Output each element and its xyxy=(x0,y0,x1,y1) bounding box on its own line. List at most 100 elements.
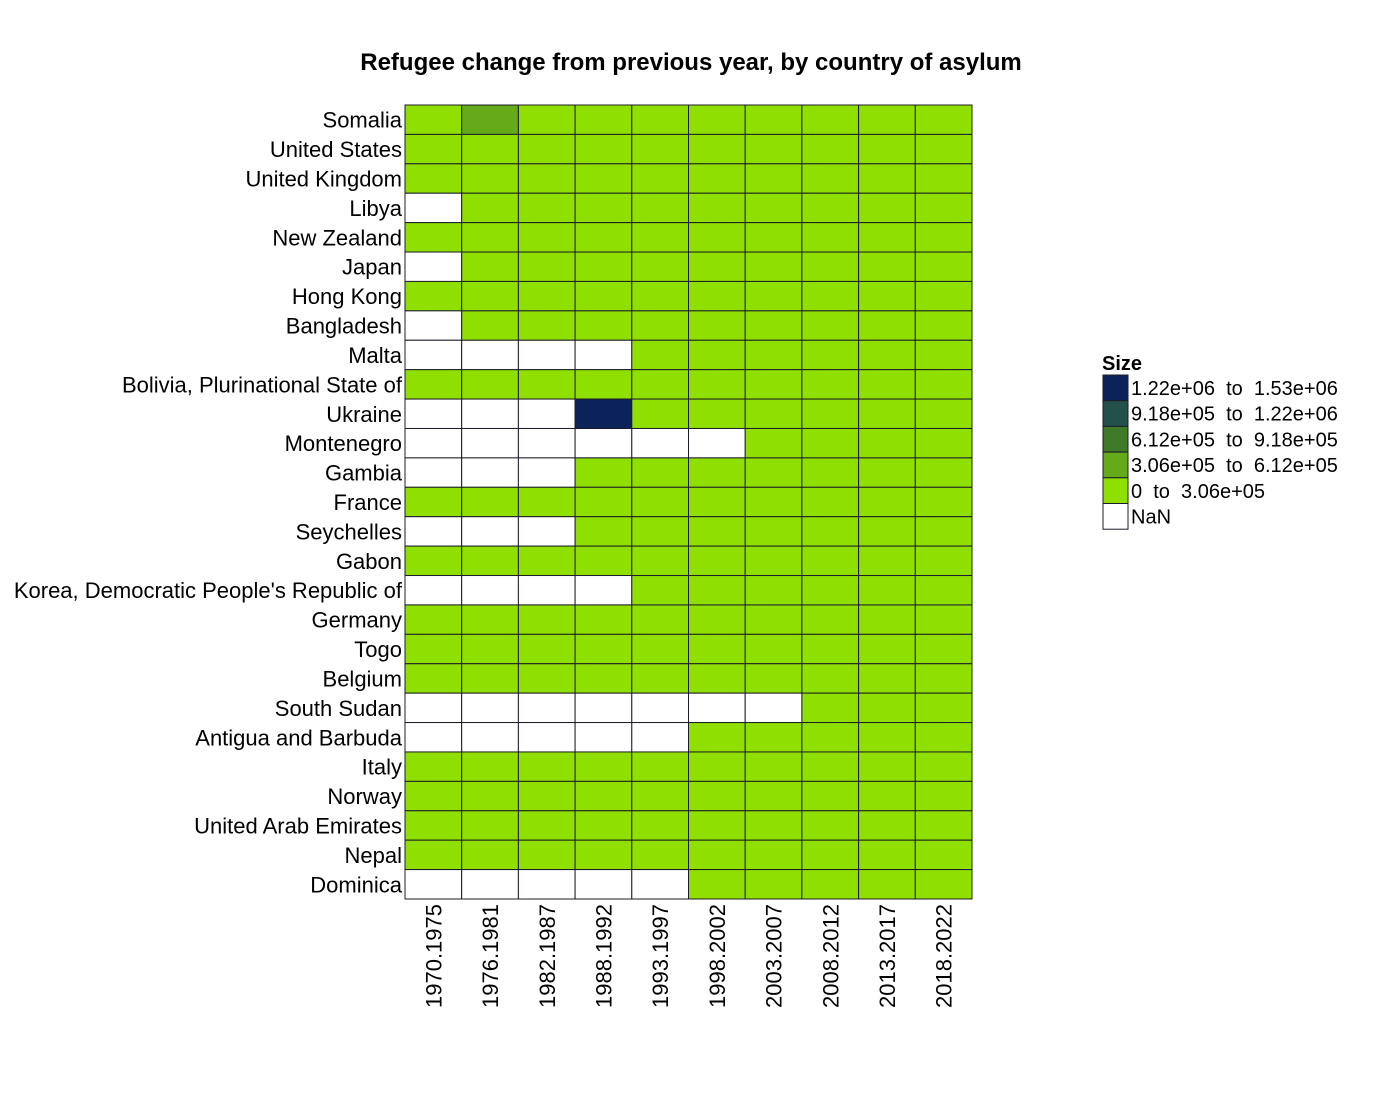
y-tick-label: United Arab Emirates xyxy=(194,813,402,838)
heatmap-cell xyxy=(744,839,803,871)
heatmap-cell xyxy=(688,839,746,871)
heatmap-cell xyxy=(914,280,973,312)
heatmap-cell xyxy=(574,133,633,165)
heatmap-cell xyxy=(744,722,803,753)
heatmap-cell xyxy=(914,810,973,841)
heatmap-cell xyxy=(914,339,973,371)
heatmap-cell xyxy=(631,457,689,488)
heatmap-cell xyxy=(631,133,689,165)
heatmap-cell xyxy=(461,222,519,253)
heatmap-cell xyxy=(631,810,689,841)
heatmap-cell xyxy=(631,398,689,429)
y-tick-label: Seychelles xyxy=(296,519,402,544)
heatmap-cell xyxy=(461,398,519,429)
heatmap-cell xyxy=(574,575,633,606)
heatmap-cell xyxy=(744,545,803,577)
heatmap-cell xyxy=(744,133,803,165)
legend-label: 6.12e+05 to 9.18e+05 xyxy=(1131,429,1338,451)
heatmap-cell xyxy=(631,604,689,635)
heatmap-cell xyxy=(688,398,746,429)
heatmap-cell xyxy=(404,251,463,282)
heatmap-cell xyxy=(914,692,973,724)
y-tick-label: Norway xyxy=(327,784,402,809)
y-tick-label: Togo xyxy=(354,637,402,662)
heatmap-cell xyxy=(744,280,803,312)
heatmap-cell xyxy=(688,280,746,312)
y-tick-label: Libya xyxy=(349,196,402,221)
heatmap-cell xyxy=(801,398,860,429)
heatmap-cell xyxy=(461,722,519,753)
heatmap-cell xyxy=(461,604,519,635)
heatmap-cell xyxy=(517,810,576,841)
heatmap-cell xyxy=(631,633,689,665)
heatmap-cell xyxy=(858,604,916,635)
heatmap-cell xyxy=(574,104,633,135)
y-tick-label: France xyxy=(334,490,402,515)
heatmap-cell xyxy=(688,251,746,282)
heatmap-cell xyxy=(631,369,689,400)
heatmap-cell xyxy=(688,810,746,841)
heatmap-cell xyxy=(858,516,916,547)
heatmap-cell xyxy=(517,457,576,488)
heatmap-cell xyxy=(517,310,576,341)
heatmap-cell xyxy=(688,604,746,635)
heatmap-cell xyxy=(914,869,973,900)
heatmap-cell xyxy=(858,427,916,459)
y-tick-label: Gabon xyxy=(336,549,402,574)
heatmap-cell xyxy=(801,575,860,606)
x-tick-label: 1993.1997 xyxy=(648,904,673,1008)
heatmap-cell xyxy=(574,780,633,812)
heatmap-cell xyxy=(744,457,803,488)
heatmap-cell xyxy=(914,251,973,282)
heatmap-cell xyxy=(631,163,689,194)
heatmap-cell xyxy=(914,663,973,694)
heatmap-cell xyxy=(517,575,576,606)
heatmap-cell xyxy=(858,369,916,400)
heatmap-cell xyxy=(574,280,633,312)
heatmap-cell xyxy=(744,869,803,900)
heatmap-cell xyxy=(631,839,689,871)
heatmap-cell xyxy=(461,280,519,312)
heatmap-cell xyxy=(461,427,519,459)
heatmap-cell xyxy=(404,604,463,635)
heatmap-cell xyxy=(858,339,916,371)
heatmap-cell xyxy=(404,222,463,253)
chart-title: Refugee change from previous year, by co… xyxy=(360,49,1022,76)
heatmap-cell xyxy=(461,751,519,782)
heatmap-cell xyxy=(858,251,916,282)
heatmap-cell xyxy=(631,692,689,724)
heatmap-cell xyxy=(574,751,633,782)
y-tick-label: United Kingdom xyxy=(245,167,402,192)
y-tick-label: Japan xyxy=(342,255,402,280)
heatmap-cell xyxy=(404,280,463,312)
heatmap-cell xyxy=(858,810,916,841)
heatmap-cell xyxy=(631,516,689,547)
heatmap-cell xyxy=(517,222,576,253)
heatmap-cell xyxy=(574,339,633,371)
heatmap-cell xyxy=(744,516,803,547)
heatmap-grid xyxy=(404,104,973,900)
heatmap-cell xyxy=(801,810,860,841)
heatmap-cell xyxy=(517,633,576,665)
heatmap-cell xyxy=(631,663,689,694)
heatmap-cell xyxy=(858,839,916,871)
heatmap-cell xyxy=(914,633,973,665)
heatmap-cell xyxy=(461,310,519,341)
heatmap-cell xyxy=(574,369,633,400)
heatmap-cell xyxy=(631,575,689,606)
heatmap-cell xyxy=(688,722,746,753)
heatmap-cell xyxy=(574,810,633,841)
heatmap-cell xyxy=(517,192,576,224)
heatmap-cell xyxy=(688,104,746,135)
heatmap-cell xyxy=(631,751,689,782)
legend-swatch xyxy=(1102,425,1129,453)
x-tick-label: 1982.1987 xyxy=(535,904,560,1008)
heatmap-cell xyxy=(404,780,463,812)
heatmap-cell xyxy=(517,869,576,900)
heatmap-cell xyxy=(858,163,916,194)
heatmap-cell xyxy=(404,516,463,547)
heatmap-cell xyxy=(858,398,916,429)
y-tick-label: Antigua and Barbuda xyxy=(195,725,402,750)
heatmap-cell xyxy=(801,339,860,371)
heatmap-cell xyxy=(858,751,916,782)
